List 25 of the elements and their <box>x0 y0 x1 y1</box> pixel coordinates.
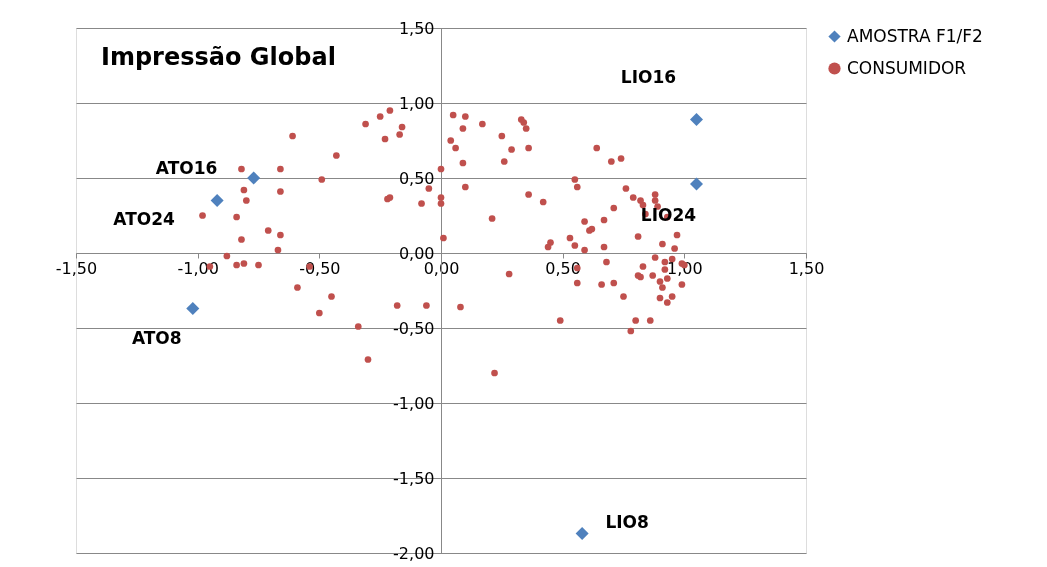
y-tick-label: -1,00 <box>393 393 435 413</box>
point <box>689 177 704 191</box>
annotation: ATO8 <box>131 327 182 348</box>
y-tick-label: -0,50 <box>393 318 435 338</box>
y-tick-label: 0,50 <box>398 168 435 188</box>
y-tick-label: 1,50 <box>398 18 435 38</box>
y-tick-label: 0,00 <box>398 243 435 263</box>
legend-label: CONSUMIDOR <box>847 57 967 78</box>
text: Impressão Global <box>101 43 336 71</box>
x-tick-label: 1,50 <box>788 258 825 278</box>
point <box>186 301 200 316</box>
x-tick-label: -0,50 <box>299 258 341 278</box>
y-tick-label: -2,00 <box>393 543 435 563</box>
y-tick-label: 1,00 <box>398 93 435 113</box>
legend-label: AMOSTRA F1/F2 <box>847 25 983 46</box>
y-tick-label: -1,50 <box>393 468 435 488</box>
point <box>575 526 589 541</box>
annotation: ATO24 <box>113 208 176 229</box>
point <box>247 171 261 185</box>
point <box>210 193 224 208</box>
x-tick-label: -1,50 <box>55 258 98 278</box>
annotation: ATO16 <box>155 158 218 178</box>
annotation: LIO8 <box>605 511 649 532</box>
point <box>689 112 704 127</box>
annotation: LIO16 <box>620 66 677 87</box>
